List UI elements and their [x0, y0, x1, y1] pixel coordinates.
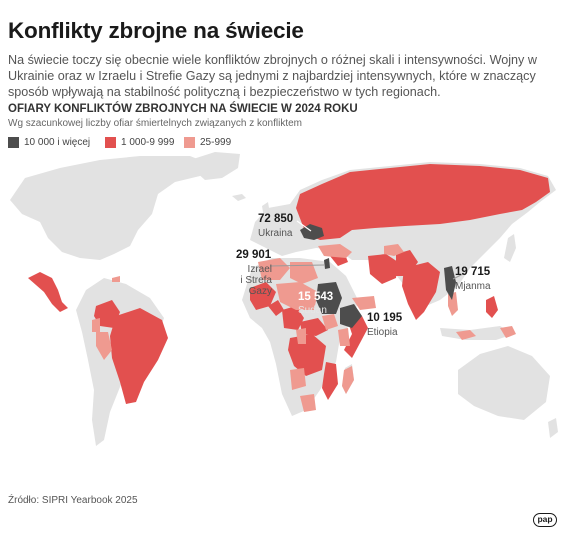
israel-gaza-value: 29 901	[236, 249, 272, 261]
russia	[296, 164, 550, 240]
callout-line-myanmar	[452, 273, 464, 280]
south-africa	[300, 394, 316, 412]
madagascar	[342, 366, 354, 394]
kenya	[338, 328, 350, 346]
australia	[458, 346, 550, 420]
israel-gaza	[324, 258, 330, 269]
niger-chad	[276, 282, 318, 310]
conflict-medium-layer	[28, 164, 550, 404]
greenland	[190, 152, 240, 180]
indonesia-base	[440, 326, 514, 340]
mozambique	[322, 362, 338, 400]
britain	[262, 202, 270, 218]
conflict-low-layer	[92, 244, 516, 412]
legend-swatch-low	[184, 137, 195, 148]
mali	[250, 282, 276, 310]
new-zealand	[548, 418, 558, 438]
sudan-label: Sudan	[298, 305, 327, 316]
indonesia	[456, 330, 476, 340]
iran	[368, 254, 398, 284]
ethiopia	[340, 304, 362, 328]
chart-subtitle: OFIARY KONFLIKTÓW ZBROJNYCH NA ŚWIECIE W…	[8, 103, 358, 115]
myanmar-label: Mjanma	[455, 281, 491, 292]
pap-logo: pap	[533, 513, 557, 527]
angola	[290, 368, 306, 390]
ecuador	[92, 318, 100, 332]
ethiopia-label: Etiopia	[367, 327, 398, 338]
cameroon	[296, 328, 306, 344]
chart-note: Wg szacunkowej liczby ofiar śmiertelnych…	[8, 118, 302, 129]
yemen-oman	[352, 296, 376, 310]
sudan	[316, 282, 342, 314]
source-note: Źródło: SIPRI Yearbook 2025	[8, 495, 138, 506]
callout-line-ukraine	[296, 220, 312, 232]
legend-label-high: 10 000 i więcej	[24, 137, 91, 148]
mexico	[28, 272, 68, 312]
callout-lines	[269, 220, 464, 280]
japan	[504, 234, 516, 262]
morocco-algeria	[258, 258, 290, 280]
legend-label-medium: 1 000-9 999	[121, 137, 175, 148]
thailand	[448, 292, 458, 316]
callout-line-israel	[269, 264, 325, 267]
iceland	[232, 194, 246, 201]
world-map	[10, 152, 558, 446]
sudan-value: 15 543	[298, 291, 334, 303]
colombia	[94, 300, 120, 328]
legend-label-low: 25-999	[200, 137, 232, 148]
north-america-landmass	[10, 156, 215, 260]
intro-paragraph: Na świecie toczy się obecnie wiele konfl…	[8, 53, 537, 99]
libya	[290, 262, 318, 284]
dr-congo	[288, 334, 326, 376]
peru	[96, 332, 112, 360]
legend-swatch-medium	[105, 137, 116, 148]
ukraine-value: 72 850	[258, 213, 294, 225]
central-african-rep	[300, 318, 328, 336]
burkina-faso	[268, 300, 284, 316]
haiti	[112, 276, 120, 282]
papua	[500, 326, 516, 338]
myanmar	[444, 266, 456, 300]
infographic-title: Konflikty zbrojne na świecie	[8, 18, 304, 43]
brazil	[110, 308, 168, 404]
myanmar-value: 19 715	[455, 266, 491, 278]
israel-gaza-label: Izrael i Strefa Gazy	[240, 264, 272, 297]
south-sudan	[322, 314, 338, 330]
philippines	[486, 296, 498, 318]
legend-swatch-high	[8, 137, 19, 148]
india	[402, 262, 440, 320]
turkey-iraq	[318, 244, 352, 258]
ukraine-label: Ukraina	[258, 228, 293, 239]
afghanistan	[384, 244, 404, 256]
nigeria	[282, 306, 304, 330]
ethiopia-value: 10 195	[367, 312, 403, 324]
